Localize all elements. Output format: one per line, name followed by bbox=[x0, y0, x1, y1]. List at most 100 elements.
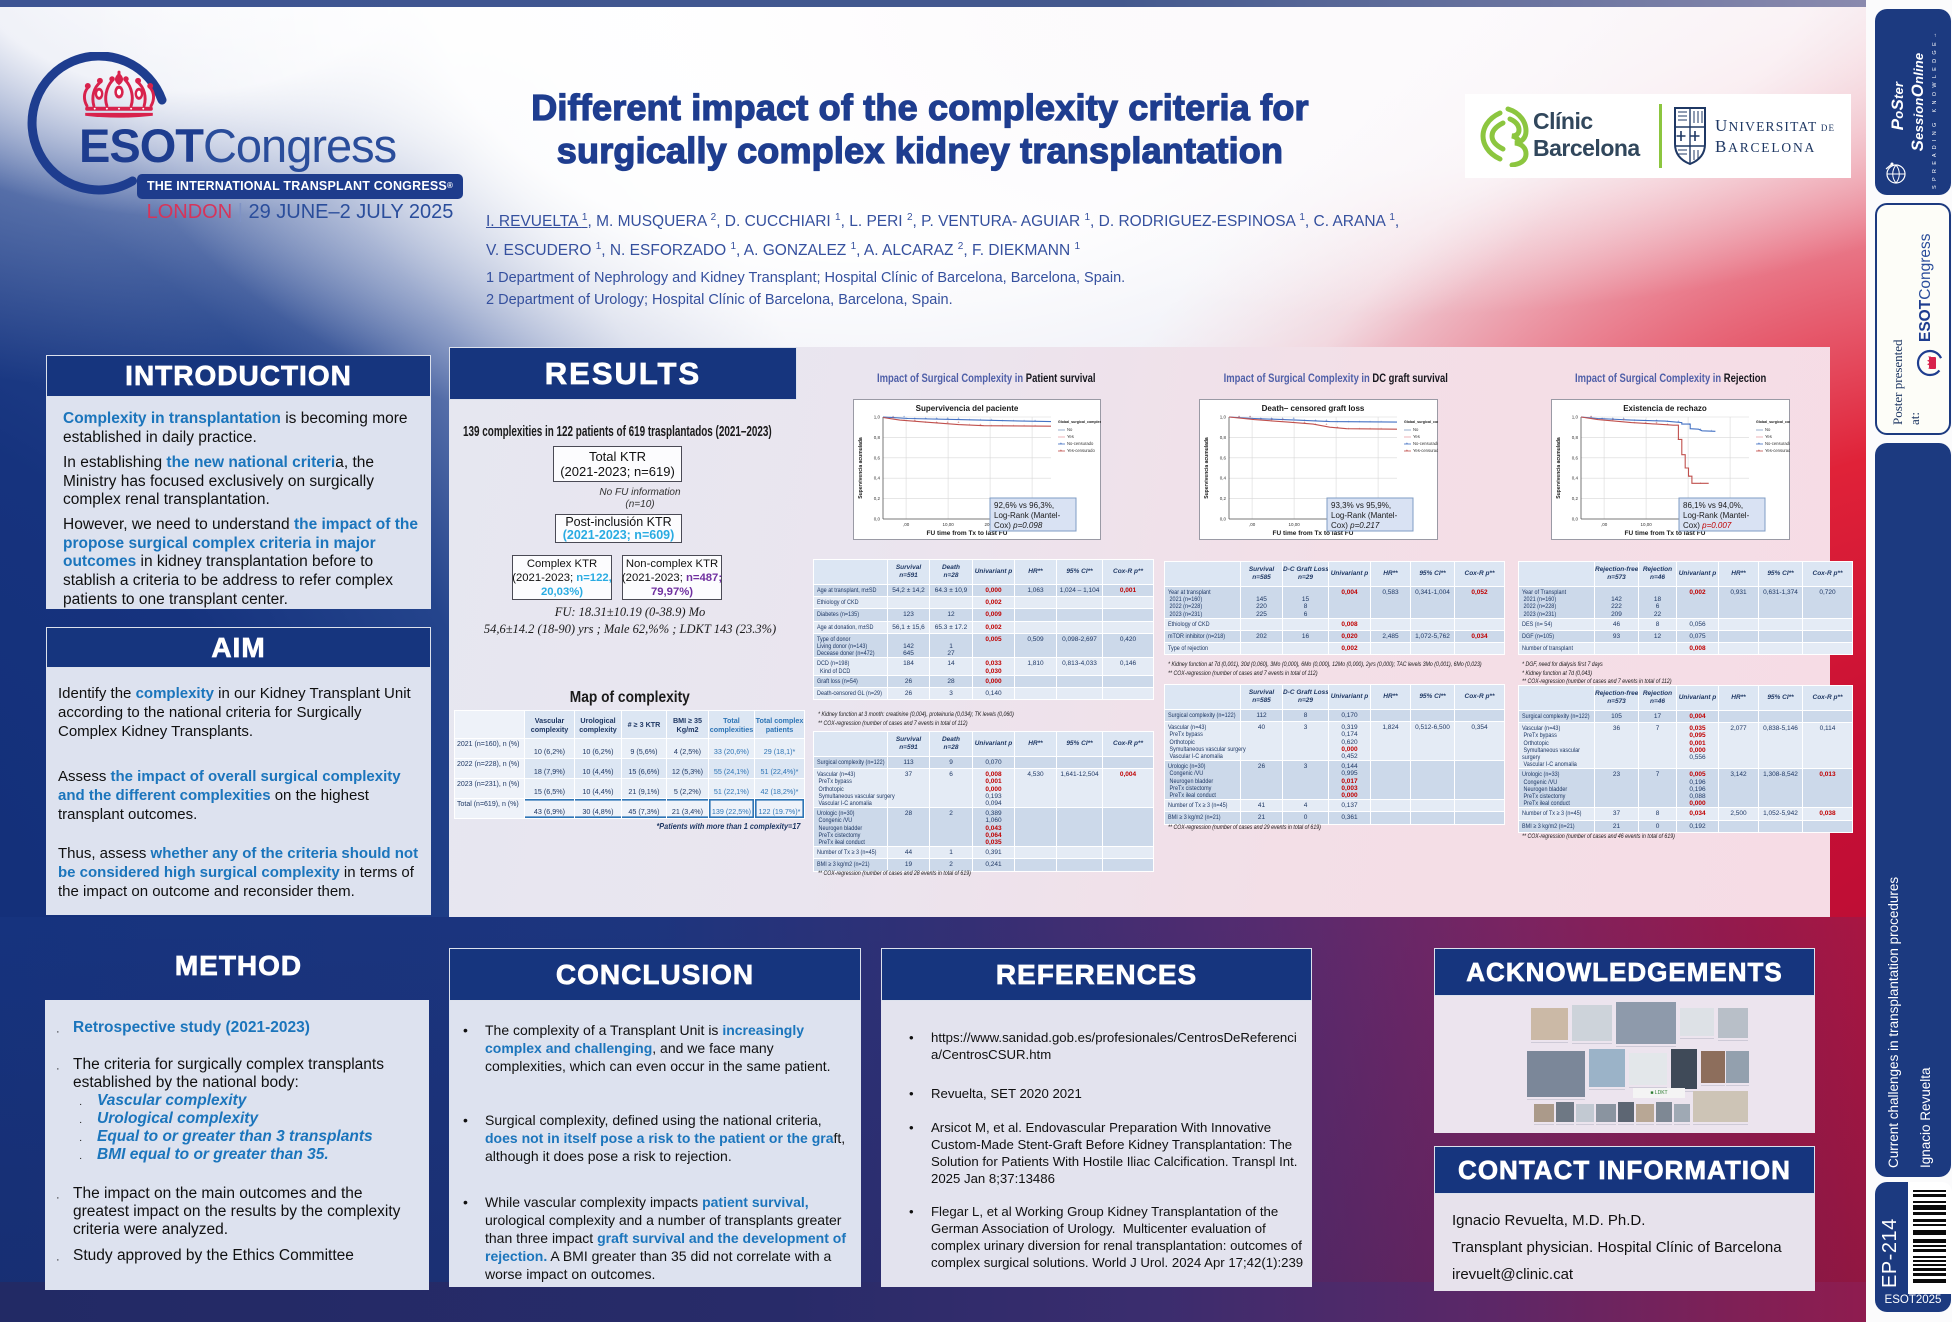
svg-text:+: + bbox=[1612, 417, 1615, 422]
svg-text:+: + bbox=[1336, 424, 1339, 429]
svg-text:Yes: Yes bbox=[1765, 434, 1772, 439]
svg-text:Supervivencia acumulada: Supervivencia acumulada bbox=[1556, 437, 1562, 499]
svg-text:+: + bbox=[1314, 417, 1317, 422]
svg-text:0,2: 0,2 bbox=[1220, 496, 1227, 501]
svg-text:FU time from Tx to last FU: FU time from Tx to last FU bbox=[1273, 530, 1354, 537]
svg-text:+: + bbox=[1358, 426, 1361, 431]
svg-text:0,8: 0,8 bbox=[874, 435, 881, 440]
svg-text:0,2: 0,2 bbox=[874, 496, 881, 501]
svg-text:+: + bbox=[1034, 423, 1037, 428]
svg-text:+: + bbox=[925, 416, 928, 421]
svg-text:+: + bbox=[1710, 428, 1713, 433]
svg-text:Log-Rank (Mantel-: Log-Rank (Mantel- bbox=[1331, 511, 1398, 520]
svg-text:86,1% vs 94,0%,: 86,1% vs 94,0%, bbox=[1683, 501, 1743, 510]
svg-text:10,00: 10,00 bbox=[1288, 522, 1300, 527]
svg-text:,00: ,00 bbox=[1601, 522, 1608, 527]
svg-text:+: + bbox=[1271, 417, 1274, 422]
svg-text:+: + bbox=[1271, 416, 1274, 421]
svg-text:FU time from Tx to last FU: FU time from Tx to last FU bbox=[1625, 530, 1706, 537]
svg-text:+: + bbox=[1699, 426, 1702, 431]
svg-text:+: + bbox=[1645, 417, 1648, 422]
svg-text:Yes: Yes bbox=[1067, 434, 1074, 439]
svg-text:0,0: 0,0 bbox=[1220, 517, 1227, 522]
svg-text:Global_surgical_complex_case: Global_surgical_complex_case bbox=[1404, 420, 1438, 424]
svg-text:0,6: 0,6 bbox=[1572, 455, 1579, 460]
svg-text:+: + bbox=[925, 419, 928, 424]
svg-text:+: + bbox=[1369, 419, 1372, 424]
svg-text:+: + bbox=[1260, 417, 1263, 422]
svg-text:+: + bbox=[1623, 416, 1626, 421]
svg-text:+: + bbox=[1001, 418, 1004, 423]
svg-text:1,0: 1,0 bbox=[1220, 415, 1227, 420]
svg-text:+: + bbox=[957, 416, 960, 421]
svg-text:0,2: 0,2 bbox=[1572, 496, 1579, 501]
svg-text:Log-Rank (Mantel-: Log-Rank (Mantel- bbox=[994, 511, 1061, 520]
svg-text:Existencia de rechazo: Existencia de rechazo bbox=[1623, 404, 1707, 413]
svg-text:+: + bbox=[1590, 414, 1593, 419]
svg-text:0,6: 0,6 bbox=[1220, 455, 1227, 460]
svg-text:+: + bbox=[968, 417, 971, 422]
svg-text:Yes: Yes bbox=[1413, 434, 1420, 439]
svg-text:,00: ,00 bbox=[1249, 522, 1256, 527]
svg-text:+: + bbox=[1623, 417, 1626, 422]
svg-text:+: + bbox=[1601, 417, 1604, 422]
svg-text:Supervivencia del paciente: Supervivencia del paciente bbox=[916, 404, 1019, 413]
svg-text:+: + bbox=[1347, 419, 1350, 424]
svg-text:Cox) p=0.007: Cox) p=0.007 bbox=[1683, 521, 1732, 530]
svg-text:+: + bbox=[892, 414, 895, 419]
svg-text:0,0: 0,0 bbox=[1572, 517, 1579, 522]
svg-text:+: + bbox=[1249, 414, 1252, 419]
svg-text:Cox) p=0.098: Cox) p=0.098 bbox=[994, 521, 1043, 530]
svg-text:+: + bbox=[979, 417, 982, 422]
svg-text:+: + bbox=[1012, 418, 1015, 423]
svg-text:+: + bbox=[1060, 448, 1063, 453]
svg-text:+: + bbox=[1699, 481, 1702, 486]
svg-text:+: + bbox=[1677, 437, 1680, 442]
svg-text:+: + bbox=[957, 419, 960, 424]
svg-text:+: + bbox=[979, 422, 982, 427]
svg-text:+: + bbox=[1369, 426, 1372, 431]
svg-text:0,4: 0,4 bbox=[1220, 476, 1227, 481]
svg-text:+: + bbox=[1380, 426, 1383, 431]
svg-text:+: + bbox=[1758, 441, 1761, 446]
svg-text:+: + bbox=[903, 414, 906, 419]
svg-text:+: + bbox=[892, 415, 895, 420]
svg-text:0,6: 0,6 bbox=[874, 455, 881, 460]
svg-text:+: + bbox=[1238, 414, 1241, 419]
svg-text:No-censurado: No-censurado bbox=[1765, 441, 1790, 446]
svg-text:+: + bbox=[936, 416, 939, 421]
svg-text:+: + bbox=[1293, 419, 1296, 424]
svg-text:No: No bbox=[1413, 427, 1419, 432]
svg-text:+: + bbox=[1282, 417, 1285, 422]
svg-text:+: + bbox=[936, 419, 939, 424]
svg-text:0,8: 0,8 bbox=[1220, 435, 1227, 440]
svg-text:+: + bbox=[990, 417, 993, 422]
svg-text:No: No bbox=[1067, 427, 1073, 432]
svg-text:Death– censored graft loss: Death– censored graft loss bbox=[1262, 404, 1365, 413]
svg-text:+: + bbox=[1358, 419, 1361, 424]
svg-text:+: + bbox=[1023, 423, 1026, 428]
svg-text:+: + bbox=[1645, 420, 1648, 425]
svg-text:92,6% vs 96,3%,: 92,6% vs 96,3%, bbox=[994, 501, 1054, 510]
svg-text:+: + bbox=[990, 423, 993, 428]
svg-text:+: + bbox=[1325, 421, 1328, 426]
svg-text:+: + bbox=[1634, 417, 1637, 422]
svg-text:+: + bbox=[1034, 418, 1037, 423]
svg-text:0,8: 0,8 bbox=[1572, 435, 1579, 440]
svg-text:0,4: 0,4 bbox=[874, 476, 881, 481]
svg-text:+: + bbox=[1677, 418, 1680, 423]
svg-text:10,00: 10,00 bbox=[1640, 522, 1652, 527]
svg-text:No-censurado: No-censurado bbox=[1067, 441, 1094, 446]
svg-text:+: + bbox=[1612, 416, 1615, 421]
svg-text:+: + bbox=[903, 417, 906, 422]
svg-text:+: + bbox=[947, 419, 950, 424]
svg-text:+: + bbox=[1688, 473, 1691, 478]
svg-text:+: + bbox=[914, 417, 917, 422]
svg-text:+: + bbox=[1282, 416, 1285, 421]
svg-text:+: + bbox=[1634, 420, 1637, 425]
svg-text:+: + bbox=[1060, 441, 1063, 446]
svg-text:+: + bbox=[1023, 418, 1026, 423]
svg-text:0,4: 0,4 bbox=[1572, 476, 1579, 481]
svg-text:+: + bbox=[1238, 414, 1241, 419]
svg-text:+: + bbox=[1655, 420, 1658, 425]
